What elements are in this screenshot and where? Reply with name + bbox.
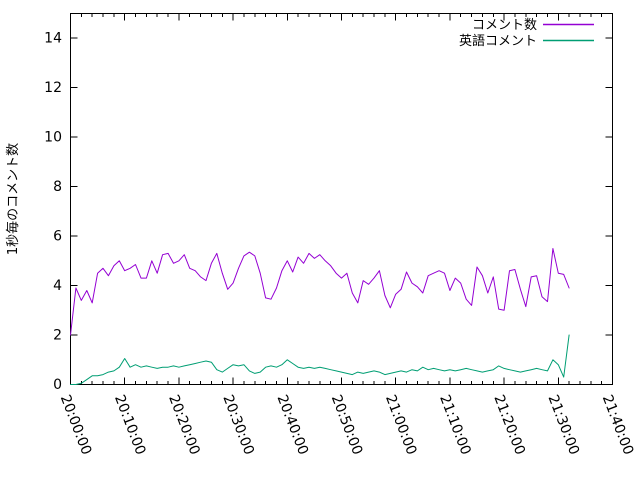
legend-label-english-comments: 英語コメント (459, 33, 537, 49)
x-tick-label: 20:20:00 (165, 393, 202, 457)
plot-frame (70, 13, 613, 385)
y-tick-label: 2 (53, 328, 62, 344)
x-tick-label: 20:10:00 (111, 393, 148, 457)
legend: コメント数 英語コメント (459, 18, 594, 49)
x-tick-label: 21:40:00 (599, 393, 636, 457)
x-tick-label: 21:00:00 (382, 393, 419, 457)
y-axis-title: 1秒毎のコメント数 (5, 143, 21, 255)
y-tick-label: 8 (53, 179, 62, 195)
y-tick-label: 12 (44, 80, 62, 96)
y-tick-label: 6 (53, 229, 62, 245)
y-tick-label: 4 (53, 278, 62, 294)
x-tick-label: 21:10:00 (436, 393, 473, 457)
series-lines (70, 248, 570, 385)
y-axis-tick-labels: 0 2 4 6 8 10 12 14 (44, 31, 62, 393)
x-tick-label: 20:50:00 (328, 393, 365, 457)
x-tick-label: 20:30:00 (219, 393, 256, 457)
x-tick-label: 20:00:00 (57, 393, 94, 457)
axis-ticks (70, 13, 613, 385)
y-tick-label: 10 (44, 130, 62, 146)
series-line-1 (70, 334, 570, 385)
x-axis-tick-labels: 20:00:00 20:10:00 20:20:00 20:30:00 20:40:00… (57, 393, 636, 457)
series-line-0 (70, 248, 570, 336)
x-tick-label: 21:20:00 (490, 393, 527, 457)
x-tick-label: 21:30:00 (545, 393, 582, 457)
y-tick-label: 14 (44, 31, 62, 47)
x-tick-label: 20:40:00 (274, 393, 311, 457)
legend-label-comment-count: コメント数 (472, 18, 537, 33)
y-tick-label: 0 (53, 377, 62, 393)
